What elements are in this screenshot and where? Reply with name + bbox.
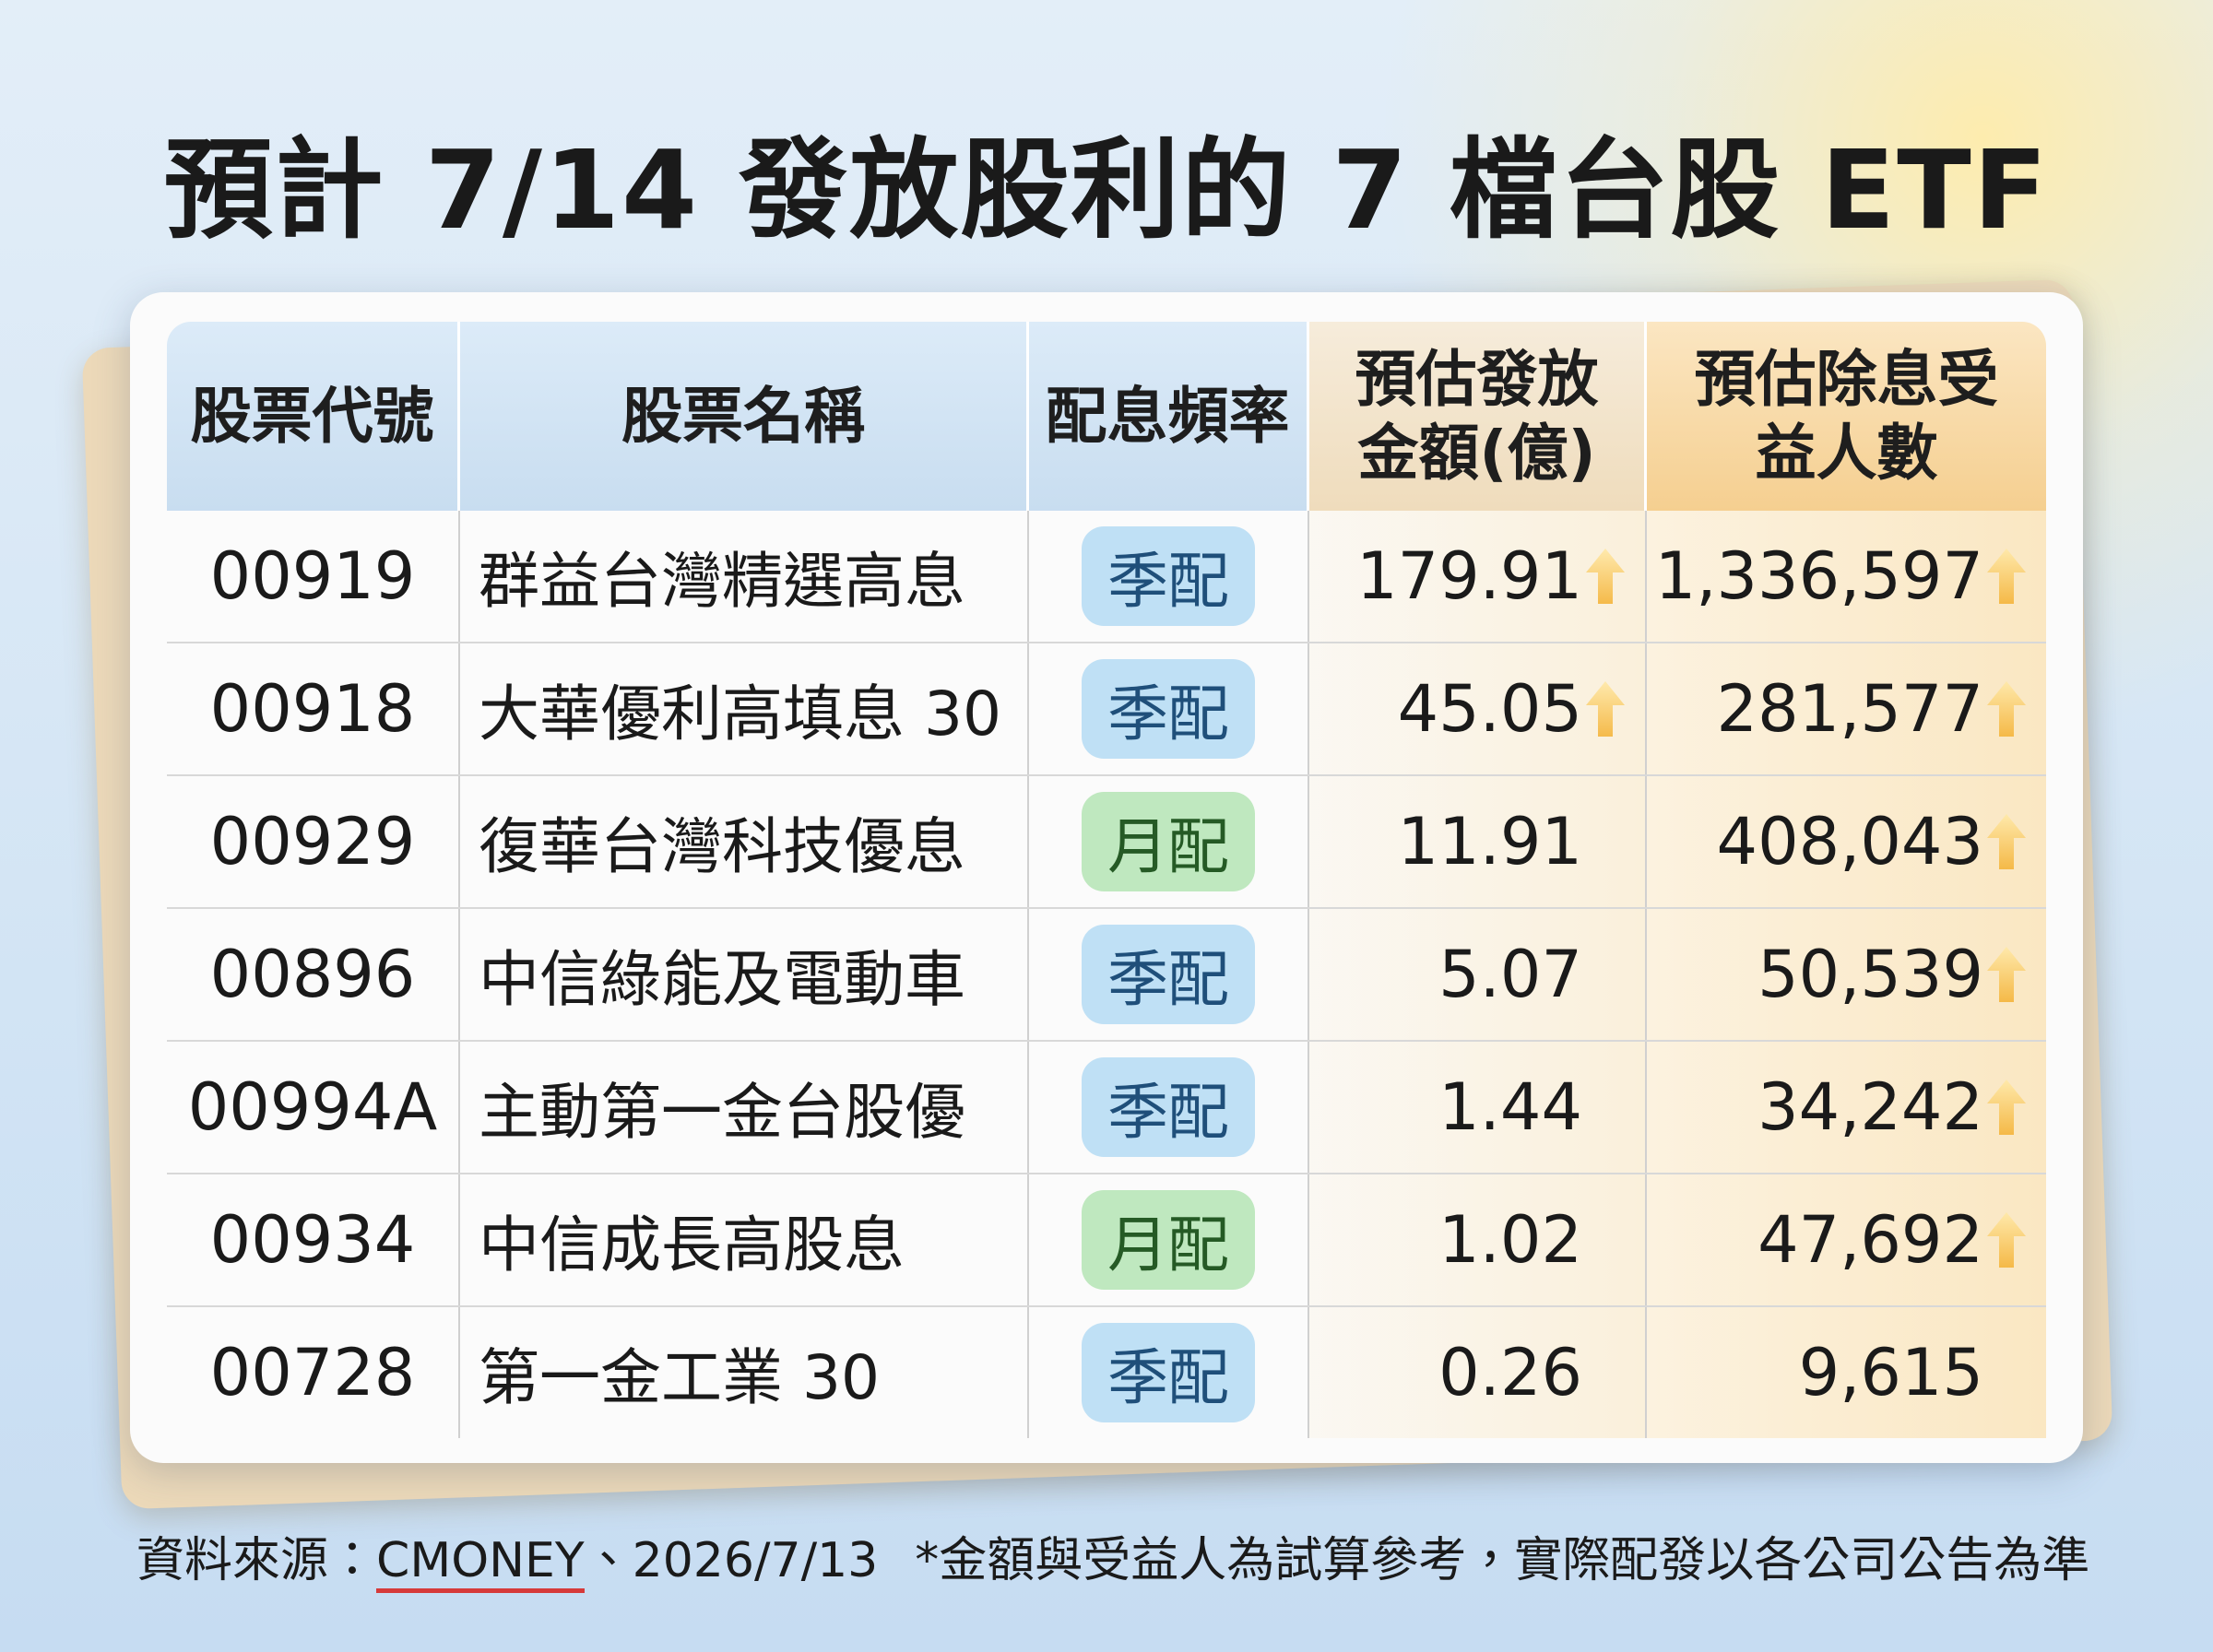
table-cell: 00934 <box>167 1174 460 1305</box>
table-cell: 50,539 <box>1647 909 2046 1040</box>
table-cell: 00896 <box>167 909 460 1040</box>
table-cell: 月配 <box>1029 1174 1309 1305</box>
title: 預計 7/14 發放股利的 7 檔台股 ETF <box>163 126 2050 254</box>
header-cell: 預估發放 金額(億) <box>1309 322 1647 511</box>
table-cell: 00929 <box>167 776 460 907</box>
table-cell: 1.44 <box>1309 1042 1647 1173</box>
note: *金額與受益人為試算參考，實際配發以各公司公告為準 <box>915 1533 2090 1588</box>
up-arrow <box>1987 681 2026 737</box>
table: 股票代號 股票名稱 配息頻率 預估發放 金額(億) 預估除息受 益人數 00919 群益台灣精… <box>167 322 2046 1438</box>
table-cell: 34,242 <box>1647 1042 2046 1173</box>
table-cell: 11.91 <box>1309 776 1647 907</box>
frequency-badge: 季配 <box>1082 526 1255 626</box>
table-body: 00919 群益台灣精選高息 季配 179.91 1,336,597 00918 大華優利高… <box>167 511 2046 1438</box>
up-arrow <box>1987 549 2026 604</box>
frequency-badge: 季配 <box>1082 659 1255 759</box>
table-cell: 月配 <box>1029 776 1309 907</box>
table-row: 00918 大華優利高填息 30 季配 45.05 281,577 <box>167 643 2046 776</box>
table-cell: 179.91 <box>1309 511 1647 642</box>
table-cell: 季配 <box>1029 1307 1309 1438</box>
table-cell: 主動第一金台股優 <box>460 1042 1029 1173</box>
table-cell: 408,043 <box>1647 776 2046 907</box>
source: CMONEY <box>376 1533 585 1593</box>
table-row: 00994A 主動第一金台股優 季配 1.44 34,242 <box>167 1042 2046 1174</box>
frequency-badge: 季配 <box>1082 1057 1255 1157</box>
table-cell: 群益台灣精選高息 <box>460 511 1029 642</box>
table-cell: 00918 <box>167 643 460 774</box>
source-label: 資料來源： <box>136 1533 377 1588</box>
frequency-badge: 月配 <box>1082 792 1255 891</box>
header-line: 預估除息受 <box>1694 344 1999 416</box>
table-cell: 47,692 <box>1647 1174 2046 1305</box>
frequency-badge: 季配 <box>1082 925 1255 1024</box>
header-cell: 配息頻率 <box>1029 322 1309 511</box>
table-row: 00896 中信綠能及電動車 季配 5.07 50,539 <box>167 909 2046 1042</box>
header-line: 金額(億) <box>1357 417 1596 489</box>
up-arrow <box>1987 947 2026 1002</box>
table-cell: 中信成長高股息 <box>460 1174 1029 1305</box>
header-line: 股票代號 <box>190 380 434 452</box>
header-line: 股票名稱 <box>621 380 865 452</box>
table-row: 00919 群益台灣精選高息 季配 179.91 1,336,597 <box>167 511 2046 643</box>
up-arrow <box>1987 1080 2026 1135</box>
footer: 資料來源：CMONEY、2026/7/13 *金額與受益人為試算參考，實際配發以各… <box>136 1521 2090 1593</box>
table-cell: 0.26 <box>1309 1307 1647 1438</box>
frequency-badge: 月配 <box>1082 1190 1255 1290</box>
table-cell: 45.05 <box>1309 643 1647 774</box>
table-row: 00934 中信成長高股息 月配 1.02 47,692 <box>167 1174 2046 1307</box>
up-arrow <box>1987 814 2026 869</box>
table-cell: 00919 <box>167 511 460 642</box>
header-cell: 股票名稱 <box>460 322 1029 511</box>
table-cell: 9,615 <box>1647 1307 2046 1438</box>
header-row: 股票代號 股票名稱 配息頻率 預估發放 金額(億) 預估除息受 益人數 <box>167 322 2046 511</box>
table-cell: 281,577 <box>1647 643 2046 774</box>
table-cell: 季配 <box>1029 909 1309 1040</box>
up-arrow <box>1987 1212 2026 1268</box>
header-cell: 預估除息受 益人數 <box>1647 322 2046 511</box>
table-cell: 季配 <box>1029 1042 1309 1173</box>
header-line: 益人數 <box>1755 417 1938 489</box>
table-cell: 1.02 <box>1309 1174 1647 1305</box>
table-cell: 第一金工業 30 <box>460 1307 1029 1438</box>
up-arrow <box>1586 681 1625 737</box>
table-row: 00929 復華台灣科技優息 月配 11.91 408,043 <box>167 776 2046 909</box>
table-cell: 00728 <box>167 1307 460 1438</box>
frequency-badge: 季配 <box>1082 1323 1255 1422</box>
table-cell: 5.07 <box>1309 909 1647 1040</box>
table-cell: 季配 <box>1029 511 1309 642</box>
date: 、2026/7/13 <box>584 1533 879 1588</box>
header-line: 預估發放 <box>1355 344 1599 416</box>
table-row: 00728 第一金工業 30 季配 0.26 9,615 <box>167 1307 2046 1438</box>
table-cell: 中信綠能及電動車 <box>460 909 1029 1040</box>
header-line: 配息頻率 <box>1046 380 1290 452</box>
table-cell: 復華台灣科技優息 <box>460 776 1029 907</box>
table-cell: 00994A <box>167 1042 460 1173</box>
table-cell: 1,336,597 <box>1647 511 2046 642</box>
up-arrow <box>1586 549 1625 604</box>
table-cell: 大華優利高填息 30 <box>460 643 1029 774</box>
header-cell: 股票代號 <box>167 322 460 511</box>
table-cell: 季配 <box>1029 643 1309 774</box>
